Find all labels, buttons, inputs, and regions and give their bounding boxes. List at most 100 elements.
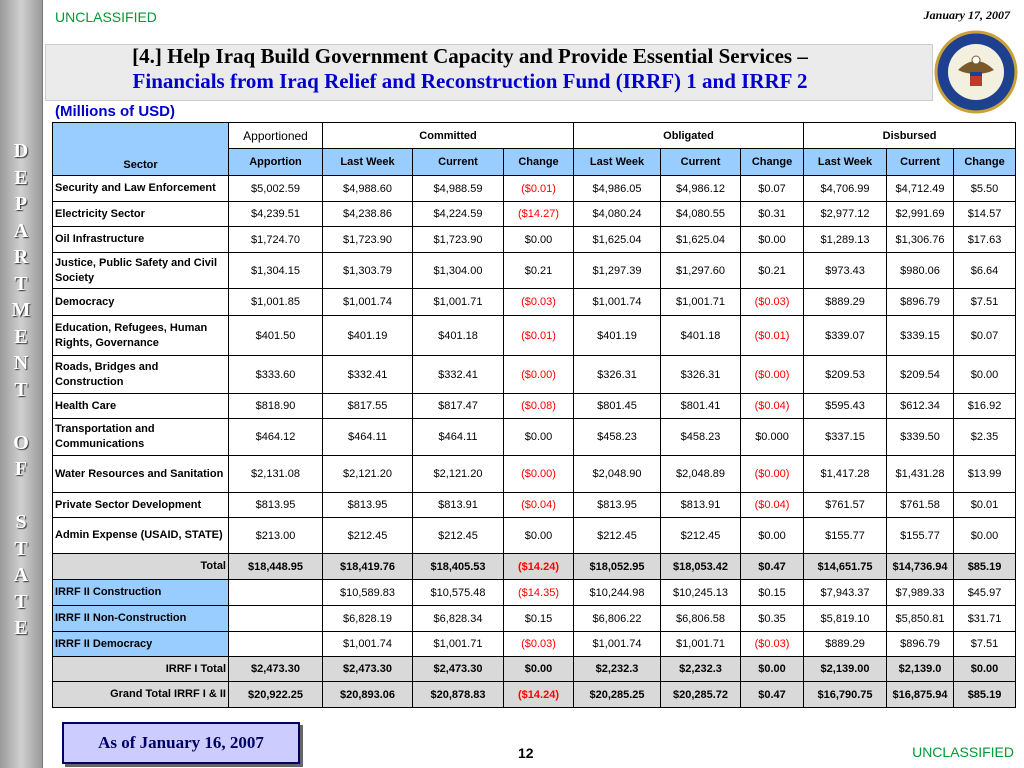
value-cell: $801.45	[573, 393, 662, 419]
classification: UNCLASSIFIED	[912, 744, 1014, 760]
value-cell: $17.63	[953, 226, 1017, 253]
value-cell: $20,922.25	[228, 681, 323, 708]
header-cell: Committed	[321, 122, 575, 149]
as-of-text: As of January 16, 2007	[98, 733, 264, 752]
value-cell: $818.90	[228, 393, 323, 419]
value-cell: $464.11	[412, 418, 504, 456]
value-cell: $2,473.30	[228, 656, 323, 682]
value-cell: $0.47	[740, 681, 805, 708]
value-cell: $458.23	[573, 418, 662, 456]
value-cell: $1,304.00	[412, 252, 504, 289]
value-cell: $0.15	[740, 579, 805, 606]
value-cell: $20,285.25	[573, 681, 662, 708]
value-cell: ($0.01)	[502, 175, 575, 202]
financials-table: Sector Apportioned Committed Obligated Disbu…	[52, 122, 1017, 708]
value-cell: ($14.24)	[502, 681, 575, 708]
column-header: Last Week	[803, 148, 888, 176]
value-cell: $0.00	[502, 418, 575, 456]
value-cell: $813.91	[412, 492, 504, 518]
header-cell: Disbursed	[803, 122, 1017, 149]
value-cell: $1,723.90	[412, 226, 504, 253]
value-cell: $0.000	[740, 418, 805, 456]
units: (Millions of USD)	[55, 103, 175, 120]
table-row: IRRF II Construction $10,589.83 $10,575.48…	[52, 579, 1017, 606]
value-cell: $326.31	[573, 355, 662, 394]
header-cell: Apportioned	[228, 122, 323, 149]
value-cell: $1,723.90	[322, 226, 413, 253]
sector-cell: Justice, Public Safety and Civil Society	[52, 252, 229, 289]
value-cell: $2,977.12	[803, 201, 888, 227]
value-cell: ($0.00)	[740, 455, 805, 493]
value-cell: ($0.03)	[502, 288, 575, 316]
value-cell: $2,232.3	[660, 656, 742, 682]
value-cell: $14,736.94	[886, 553, 955, 580]
value-cell: $0.07	[953, 315, 1017, 356]
table-row: Democracy $1,001.85 $1,001.74 $1,001.71 ($0.…	[52, 288, 1017, 316]
sector-cell: Roads, Bridges and Construction	[52, 355, 229, 394]
value-cell: $155.77	[886, 517, 955, 554]
header-row: Sector Apportioned Committed Obligated Disbu…	[52, 122, 1017, 176]
value-cell: $212.45	[412, 517, 504, 554]
value-cell: $4,988.59	[412, 175, 504, 202]
value-cell: $612.34	[886, 393, 955, 419]
value-cell: $1,001.74	[573, 631, 662, 657]
sector-cell: IRRF II Non-Construction	[52, 605, 229, 632]
value-cell: $326.31	[660, 355, 742, 394]
value-cell: $889.29	[803, 631, 888, 657]
value-cell: ($14.27)	[502, 201, 575, 227]
value-cell: $7,943.37	[803, 579, 888, 606]
value-cell: $1,724.70	[228, 226, 323, 253]
value-cell: $1,001.71	[412, 288, 504, 316]
value-cell: $332.41	[412, 355, 504, 394]
value-cell: $1,001.71	[660, 631, 742, 657]
value-cell: $464.12	[228, 418, 323, 456]
table-row: Roads, Bridges and Construction $333.60 $3…	[52, 355, 1017, 394]
value-cell	[228, 579, 323, 606]
value-cell: $14.57	[953, 201, 1017, 227]
value-cell: $401.18	[412, 315, 504, 356]
value-cell: $339.07	[803, 315, 888, 356]
table-row: Transportation and Communications $464.12…	[52, 418, 1017, 456]
sector-cell: Oil Infrastructure	[52, 226, 229, 253]
value-cell: $1,001.85	[228, 288, 323, 316]
value-cell: $332.41	[322, 355, 413, 394]
title-line: Financials from Iraq Relief and Reconstr…	[132, 69, 808, 93]
value-cell: $1,001.74	[322, 288, 413, 316]
value-cell: $4,239.51	[228, 201, 323, 227]
value-cell: ($0.00)	[502, 455, 575, 493]
value-cell: $5,002.59	[228, 175, 323, 202]
value-cell: $1,297.39	[573, 252, 662, 289]
date: January 17, 2007	[923, 8, 1010, 22]
table-row: Total $18,448.95 $18,419.76 $18,405.53 ($14.…	[52, 553, 1017, 580]
side-bar	[0, 0, 43, 768]
value-cell: $4,986.12	[660, 175, 742, 202]
value-cell: $14,651.75	[803, 553, 888, 580]
value-cell: $337.15	[803, 418, 888, 456]
table-row: Water Resources and Sanitation $2,131.08 $…	[52, 455, 1017, 493]
value-cell: $595.43	[803, 393, 888, 419]
value-cell: ($0.01)	[740, 315, 805, 356]
value-cell: $0.47	[740, 553, 805, 580]
as-of: As of January 16, 2007	[62, 722, 300, 764]
value-cell: $212.45	[660, 517, 742, 554]
value-cell: ($0.08)	[502, 393, 575, 419]
value-cell: $209.53	[803, 355, 888, 394]
table-row: IRRF I Total $2,473.30 $2,473.30 $2,473.30 $…	[52, 656, 1017, 682]
value-cell: $16,875.94	[886, 681, 955, 708]
value-cell: $2.35	[953, 418, 1017, 456]
value-cell: ($14.24)	[502, 553, 575, 580]
column-header: Current	[886, 148, 955, 176]
sector-cell: Private Sector Development	[52, 492, 229, 518]
sector-cell: IRRF II Construction	[52, 579, 229, 606]
value-cell: $813.95	[573, 492, 662, 518]
value-cell: $5,819.10	[803, 605, 888, 632]
value-cell: $10,589.83	[322, 579, 413, 606]
sector-cell: Security and Law Enforcement	[52, 175, 229, 202]
value-cell: $16,790.75	[803, 681, 888, 708]
value-cell: ($0.03)	[740, 288, 805, 316]
sector-cell: Water Resources and Sanitation	[52, 455, 229, 493]
column-header: Last Week	[573, 148, 662, 176]
sector-cell: Admin Expense (USAID, STATE)	[52, 517, 229, 554]
